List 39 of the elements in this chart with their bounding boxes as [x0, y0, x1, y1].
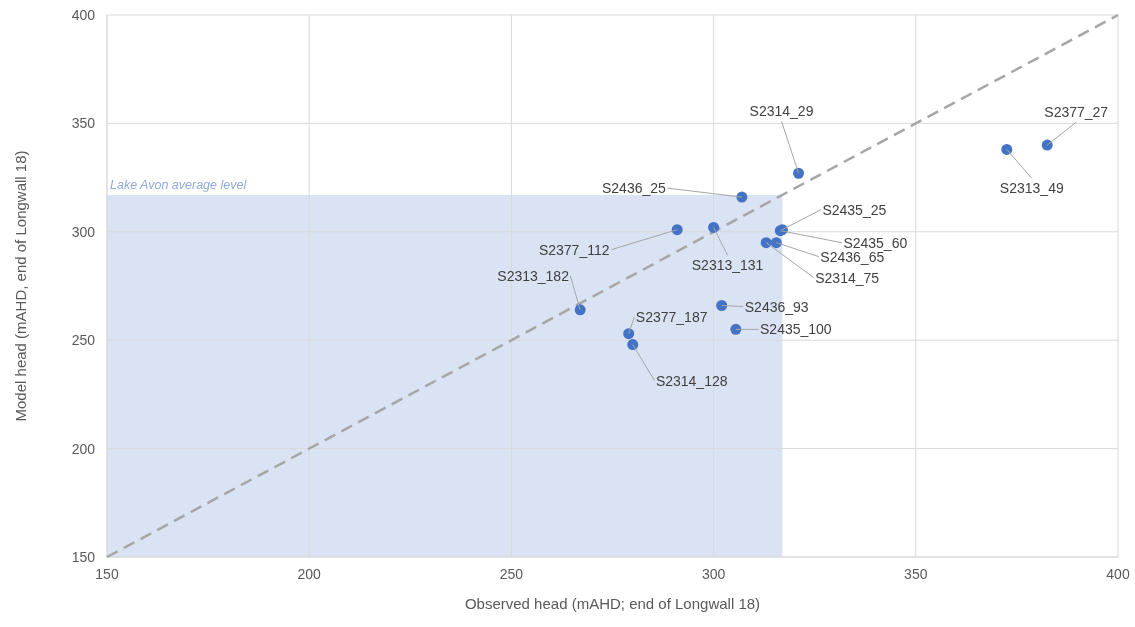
annotation: S2435_25: [822, 201, 887, 218]
annotation: S2314_128: [655, 372, 728, 389]
y-tick-label: 350: [71, 115, 96, 132]
annotation: S2377_112: [538, 241, 610, 258]
annotation: S2377_187: [635, 308, 708, 325]
annotation: S2377_27: [1044, 104, 1109, 121]
x-tick-label: 250: [499, 566, 524, 582]
point: [623, 328, 635, 340]
x-tick-label: 200: [297, 566, 322, 582]
x-tick-label: 300: [701, 566, 726, 582]
annotation: S2436_93: [744, 298, 809, 315]
x-tick-label: 400: [1106, 566, 1130, 582]
point: [760, 237, 772, 249]
y-tick-label: 150: [71, 549, 96, 565]
annotation: S2314_75: [815, 269, 880, 286]
point: [716, 300, 728, 312]
x-tick-label: 350: [904, 566, 928, 582]
point: [793, 167, 805, 179]
annotation: S2313_131: [691, 257, 764, 274]
annotation: S2436_25: [601, 180, 667, 197]
point: [708, 221, 720, 233]
annotation: S2436_65: [820, 248, 885, 265]
point: [627, 339, 639, 351]
y-axis-title: Model head (mAHD, end of Longwall 18): [12, 150, 29, 422]
point: [730, 323, 742, 335]
x-tick-label: 150: [95, 566, 119, 582]
series-label: Lake Avon average level: [110, 177, 248, 192]
x-axis-title: Observed head (mAHD; end of Longwall 18): [464, 595, 761, 612]
annotation: S2313_49: [999, 180, 1064, 197]
y-tick-label: 200: [71, 440, 96, 457]
y-tick-label: 300: [71, 223, 96, 240]
y-tick-label: 400: [71, 7, 96, 23]
annotation: S2313_182: [497, 267, 570, 284]
annotation: S2435_60: [843, 234, 908, 251]
point: [671, 224, 683, 236]
annotation: S2314_29: [749, 103, 814, 120]
annotation: S2435_100: [760, 321, 832, 338]
y-tick-label: 250: [71, 332, 96, 349]
point: [1001, 143, 1013, 155]
